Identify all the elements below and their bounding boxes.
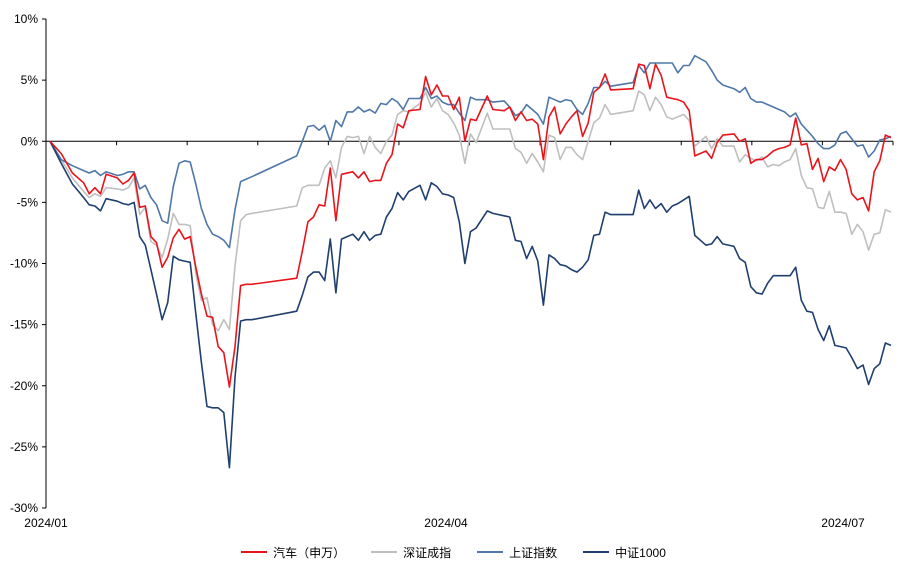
legend-swatch-3	[583, 551, 610, 553]
legend-swatch-1	[371, 551, 398, 553]
y-tick-label-0: 10%	[14, 12, 38, 26]
y-tick-label-3: -5%	[17, 195, 39, 209]
y-tick-label-6: -20%	[10, 379, 38, 393]
legend-label-0: 汽车（申万）	[273, 545, 346, 560]
y-tick-label-4: -10%	[10, 257, 38, 271]
series-line-1	[49, 90, 892, 332]
legend-label-2: 上证指数	[509, 545, 558, 560]
legend: 汽车（申万） 深证成指 上证指数 中证1000	[0, 540, 907, 564]
series-layer	[49, 54, 892, 469]
y-tick-label-1: 5%	[21, 73, 39, 87]
x-tick-label-2: 2024/07	[821, 516, 865, 530]
series-line-0	[49, 63, 892, 388]
y-tick-label-7: -25%	[10, 440, 38, 454]
legend-label-3: 中证1000	[615, 545, 666, 560]
axis-layer: 10% 5% 0% -5% -10% -15% -20% -25% -30%2024/01 202…	[10, 12, 894, 530]
y-tick-label-2: 0%	[21, 134, 39, 148]
legend-swatch-0	[241, 551, 268, 553]
legend-swatch-2	[477, 551, 504, 553]
legend-item-1: 深证成指	[371, 544, 451, 561]
x-tick-label-0: 2024/01	[24, 516, 68, 530]
legend-item-3: 中证1000	[583, 544, 666, 561]
y-tick-label-5: -15%	[10, 318, 38, 332]
x-tick-label-1: 2024/04	[424, 516, 468, 530]
series-line-3	[49, 140, 892, 469]
legend-label-1: 深证成指	[403, 545, 452, 560]
legend-item-0: 汽车（申万）	[241, 544, 345, 561]
legend-item-2: 上证指数	[477, 544, 557, 561]
y-tick-label-8: -30%	[10, 501, 38, 515]
